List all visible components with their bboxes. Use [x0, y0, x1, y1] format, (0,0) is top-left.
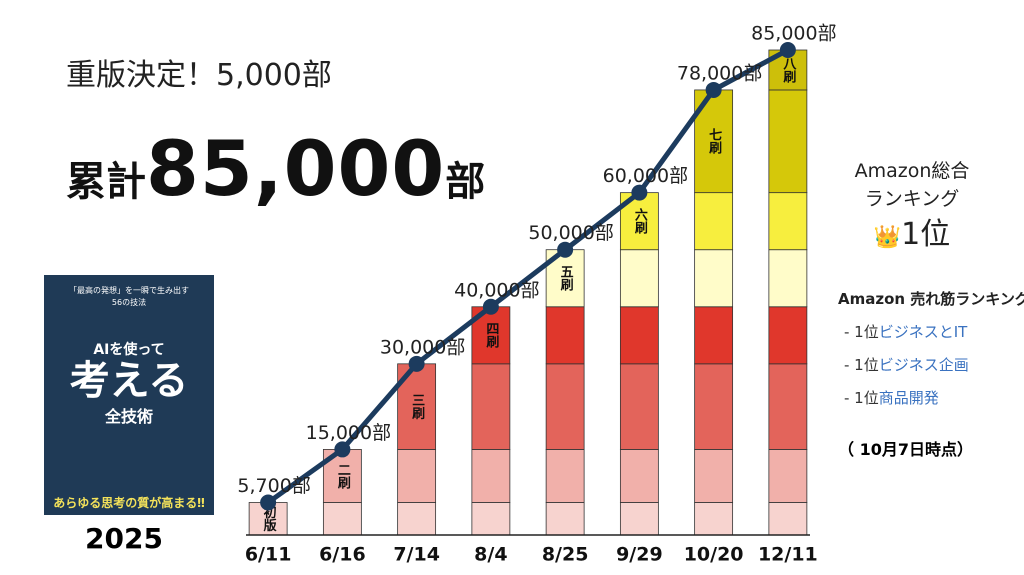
- total-point: [631, 184, 648, 201]
- crown-icon: 👑: [873, 225, 902, 250]
- book-tagline: 「最高の発想」を一瞬で生み出す56の技法: [69, 286, 189, 307]
- value-label: 85,000部: [751, 23, 836, 45]
- value-label: 40,000部: [454, 279, 539, 301]
- total-point: [557, 241, 574, 258]
- bar-segment: [471, 363, 511, 450]
- book-title: 考える: [69, 358, 189, 404]
- rank: - 1位: [844, 323, 879, 341]
- segment-label: 五刷: [558, 265, 574, 292]
- book-subtitle: AIを使って: [93, 342, 165, 358]
- value-label: 78,000部: [677, 62, 762, 84]
- bar-segment: [694, 192, 734, 251]
- bar-segment: [545, 306, 585, 365]
- segment-label: 二刷: [335, 463, 351, 490]
- bar-segment: [768, 363, 808, 450]
- bar-segment: [694, 249, 734, 308]
- bar-segment: [545, 449, 585, 503]
- note: （ 10月7日時点）: [838, 440, 973, 459]
- bar-segment: [545, 502, 585, 536]
- bar-segment: [545, 363, 585, 450]
- bar-segment: [397, 449, 437, 503]
- x-tick-label: 12/11: [758, 544, 818, 566]
- overall-rank: 1位: [901, 217, 951, 252]
- x-tick-label: 8/4: [474, 544, 507, 566]
- headline: 重版決定！5,000部: [66, 58, 332, 93]
- bar-segment: [768, 249, 808, 308]
- bar-segment: [694, 502, 734, 536]
- rank: - 1位: [844, 356, 879, 374]
- bar-segment: [694, 449, 734, 503]
- segment-label: 三刷: [409, 394, 425, 421]
- overall-label: Amazon総合: [854, 160, 970, 182]
- value-label: 30,000部: [380, 336, 465, 358]
- total-line: [266, 47, 790, 505]
- category: ビジネス企画: [878, 356, 969, 374]
- bar-segment: [471, 502, 511, 536]
- bestseller-title: Amazon 売れ筋ランキング: [838, 290, 1024, 308]
- total-point: [779, 42, 796, 58]
- bar-segment: [471, 449, 511, 503]
- book-band: あらゆる思考の質が高まる‼: [53, 496, 205, 510]
- bar-segment: [694, 306, 734, 365]
- segment-label: 七刷: [706, 128, 722, 155]
- segment-label: 八刷: [780, 57, 797, 84]
- bar-segment: [322, 502, 362, 536]
- value-label: 50,000部: [528, 222, 613, 244]
- total-point: [705, 81, 722, 98]
- bar-segment: [619, 306, 659, 365]
- x-tick-label: 10/20: [684, 544, 744, 566]
- total-point: [334, 441, 351, 458]
- bar-segment: [768, 89, 808, 194]
- book-cover: 「最高の発想」を一瞬で生み出す56の技法 AIを使って 考える 全技術 あらゆる…: [44, 275, 214, 515]
- total-point: [408, 355, 425, 372]
- total-point: [260, 494, 277, 511]
- x-tick-label: 6/11: [245, 544, 292, 566]
- value-label: 60,000部: [603, 165, 688, 187]
- bar-segment: [397, 502, 437, 536]
- x-tick-label: 9/29: [616, 544, 663, 566]
- value-label: 5,700部: [237, 475, 310, 497]
- year: 2025: [85, 522, 163, 555]
- bar-segment: [768, 306, 808, 365]
- bar-segment: [768, 192, 808, 251]
- rank: - 1位: [844, 389, 879, 407]
- bar-segment: [694, 363, 734, 450]
- bar-segment: [619, 363, 659, 450]
- x-tick-label: 7/14: [393, 544, 440, 566]
- bar-segment: [768, 502, 808, 536]
- category: ビジネスとIT: [878, 323, 968, 341]
- bar-segment: [619, 449, 659, 503]
- overall-ranking: Amazon総合 ランキング 👑1位: [842, 157, 982, 252]
- book-title-end: 全技術: [104, 407, 153, 426]
- total-point: [482, 298, 499, 315]
- x-tick-label: 8/25: [542, 544, 589, 566]
- overall-label: ランキング: [864, 188, 960, 210]
- segment-label: 初版: [261, 505, 277, 533]
- total-suffix: 部: [445, 159, 486, 205]
- x-tick-label: 6/16: [319, 544, 366, 566]
- total-prefix: 累計: [66, 159, 146, 205]
- bestseller-list: - 1位ビジネスとIT - 1位ビジネス企画 - 1位商品開発: [844, 316, 969, 415]
- bar-segment: [768, 449, 808, 503]
- segment-label: 六刷: [632, 208, 648, 236]
- bar-segment: [619, 249, 659, 308]
- category: 商品開発: [878, 389, 939, 407]
- total: 累計85,000部: [66, 124, 485, 213]
- segment-label: 四刷: [483, 322, 499, 349]
- bar-segment: [619, 502, 659, 536]
- total-value: 85,000: [146, 124, 446, 213]
- value-label: 15,000部: [306, 422, 391, 444]
